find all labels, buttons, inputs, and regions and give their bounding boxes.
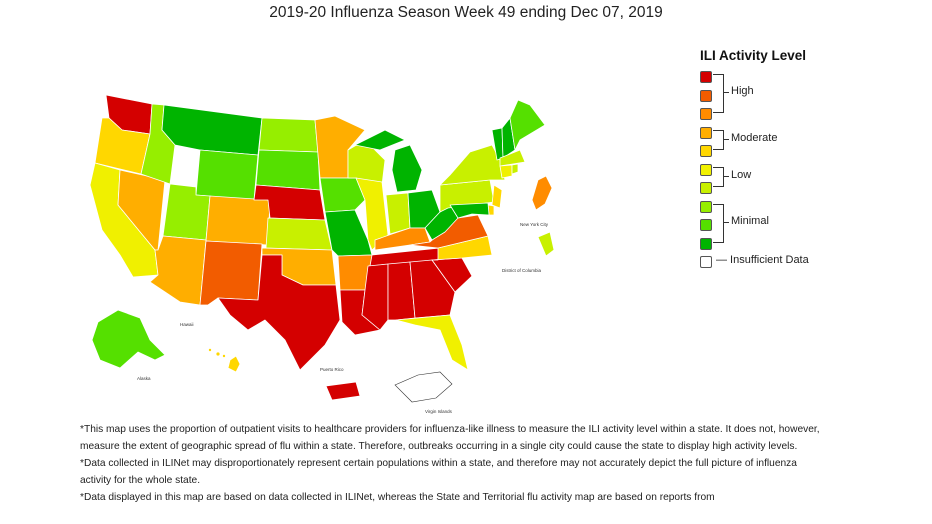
legend-swatch-level-6 bbox=[700, 145, 712, 157]
state-texas[interactable] bbox=[217, 254, 341, 371]
legend-brace-moderate bbox=[713, 130, 724, 150]
state-kentucky[interactable] bbox=[374, 227, 431, 251]
legend-brace-high bbox=[713, 74, 724, 113]
state-rhode-island[interactable] bbox=[511, 163, 519, 175]
state-new-jersey[interactable] bbox=[491, 184, 503, 209]
label-district-of-columbia: District of Columbia bbox=[502, 268, 542, 273]
legend-swatch-insufficient bbox=[700, 256, 712, 268]
legend-swatch-level-5 bbox=[700, 163, 712, 176]
state-massachusetts[interactable] bbox=[499, 149, 526, 167]
legend-label-moderate: Moderate bbox=[731, 132, 778, 144]
legend-tick-low bbox=[723, 176, 729, 177]
legend-label-insufficient: — Insufficient Data bbox=[716, 254, 809, 266]
state-colorado[interactable] bbox=[205, 195, 271, 246]
state-michigan-upper[interactable] bbox=[354, 129, 406, 151]
legend-swatch-level-8 bbox=[700, 108, 712, 120]
legend-label-high: High bbox=[731, 85, 754, 97]
legend-swatch-level-4 bbox=[700, 182, 712, 194]
footnote-1: *This map uses the proportion of outpati… bbox=[80, 424, 820, 452]
state-alaska[interactable] bbox=[91, 309, 166, 369]
legend-swatch-level-3 bbox=[700, 200, 712, 213]
label-hawaii: Hawaii bbox=[180, 322, 194, 327]
label-new-york-city: New York City bbox=[520, 222, 549, 227]
legend-swatch-level-10 bbox=[700, 71, 712, 83]
area-puerto-rico[interactable] bbox=[325, 381, 361, 401]
footnote-2: *Data collected in ILINet may disproport… bbox=[80, 458, 797, 486]
state-montana[interactable] bbox=[161, 104, 263, 156]
footnotes: *This map uses the proportion of outpati… bbox=[80, 421, 820, 506]
state-maine[interactable] bbox=[509, 99, 546, 151]
state-georgia[interactable] bbox=[409, 259, 456, 319]
legend-swatch-level-7 bbox=[700, 126, 712, 139]
hawaii-island-small-2 bbox=[215, 351, 221, 357]
legend-brace-minimal bbox=[713, 204, 724, 243]
legend-swatch-level-2 bbox=[700, 219, 712, 231]
legend: ILI Activity Level — Insufficient Data H… bbox=[700, 48, 900, 275]
hawaii-island-small-3 bbox=[221, 353, 226, 358]
legend-label-low: Low bbox=[731, 169, 752, 181]
state-north-dakota[interactable] bbox=[258, 117, 319, 153]
us-ili-map: New York City District of Columbia Hawai… bbox=[89, 94, 555, 414]
state-new-mexico[interactable] bbox=[199, 240, 263, 306]
state-connecticut[interactable] bbox=[499, 164, 513, 179]
legend-tick-high bbox=[723, 92, 729, 93]
label-alaska: Alaska bbox=[137, 376, 151, 381]
state-missouri[interactable] bbox=[324, 209, 373, 257]
area-new-york-city[interactable] bbox=[531, 175, 553, 211]
legend-tick-minimal bbox=[723, 222, 729, 223]
area-virgin-islands[interactable] bbox=[394, 371, 453, 403]
label-virgin-islands: Virgin Islands bbox=[425, 409, 453, 414]
state-michigan[interactable] bbox=[391, 144, 423, 193]
legend-swatch-level-9 bbox=[700, 89, 712, 102]
state-indiana[interactable] bbox=[385, 192, 411, 235]
state-hawaii[interactable] bbox=[227, 355, 241, 373]
footnote-3: *Data displayed in this map are based on… bbox=[80, 492, 715, 503]
legend-swatch-level-1 bbox=[700, 237, 712, 250]
state-kansas[interactable] bbox=[265, 217, 333, 251]
map-title: 2019-20 Influenza Season Week 49 ending … bbox=[269, 4, 663, 21]
state-south-dakota[interactable] bbox=[255, 149, 321, 191]
legend-brace-low bbox=[713, 167, 724, 187]
legend-tick-moderate bbox=[723, 139, 729, 140]
hawaii-island-small-1 bbox=[207, 347, 212, 352]
label-puerto-rico: Puerto Rico bbox=[320, 367, 344, 372]
legend-label-minimal: Minimal bbox=[731, 215, 769, 227]
state-wyoming[interactable] bbox=[195, 149, 259, 201]
state-florida[interactable] bbox=[395, 314, 469, 371]
state-illinois[interactable] bbox=[355, 177, 389, 251]
area-district-of-columbia[interactable] bbox=[537, 231, 555, 257]
state-maryland[interactable] bbox=[449, 202, 490, 219]
legend-title: ILI Activity Level bbox=[700, 48, 807, 63]
